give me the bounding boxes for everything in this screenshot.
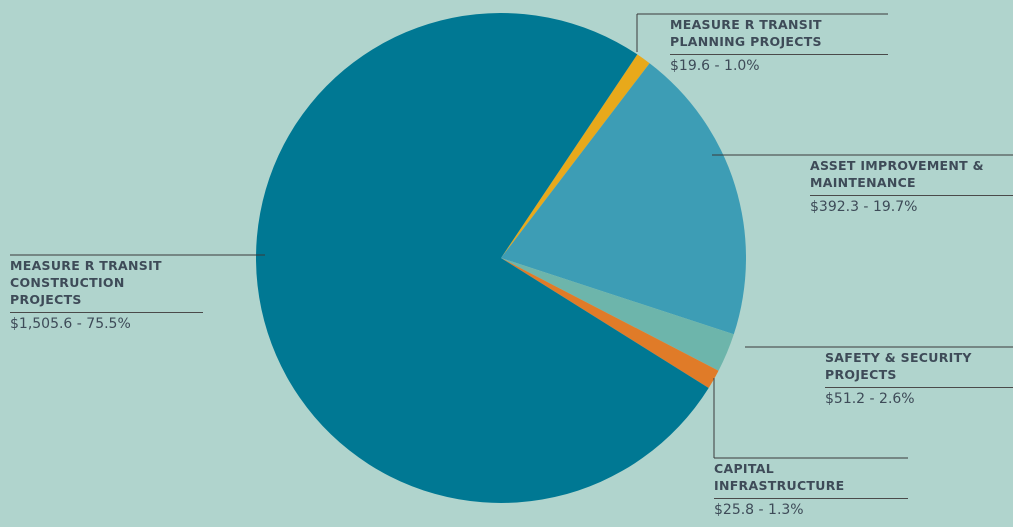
category-label: MEASURE R TRANSIT PLANNING PROJECTS xyxy=(670,16,888,55)
value-label: $392.3 - 19.7% xyxy=(810,199,918,215)
pie-slice xyxy=(255,12,709,503)
slice-label: MEASURE R TRANSIT CONSTRUCTION PROJECTS $… xyxy=(10,257,203,333)
slice-label: CAPITAL INFRASTRUCTURE $25.8 - 1.3% xyxy=(714,460,908,519)
pie-slice xyxy=(501,258,734,371)
value-label: $19.6 - 1.0% xyxy=(670,58,760,74)
pie-slice xyxy=(501,258,719,388)
slice-label: ASSET IMPROVEMENT & MAINTENANCE $392.3 - … xyxy=(810,157,1013,216)
pie-slice xyxy=(501,54,650,258)
pie-slice xyxy=(501,63,746,335)
category-label: MEASURE R TRANSIT CONSTRUCTION PROJECTS xyxy=(10,257,203,313)
category-label: CAPITAL INFRASTRUCTURE xyxy=(714,460,908,499)
category-label: ASSET IMPROVEMENT & MAINTENANCE xyxy=(810,157,1013,196)
slice-label: MEASURE R TRANSIT PLANNING PROJECTS $19.6… xyxy=(670,16,888,75)
value-label: $51.2 - 2.6% xyxy=(825,391,915,407)
category-label: SAFETY & SECURITY PROJECTS xyxy=(825,349,1013,388)
value-label: $1,505.6 - 75.5% xyxy=(10,316,131,332)
value-label: $25.8 - 1.3% xyxy=(714,502,804,518)
slice-label: SAFETY & SECURITY PROJECTS $51.2 - 2.6% xyxy=(825,349,1013,408)
